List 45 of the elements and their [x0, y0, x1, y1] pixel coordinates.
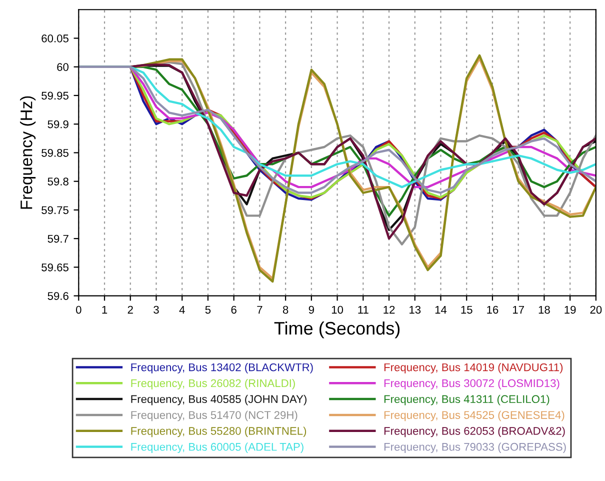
x-tick-label: 13 — [410, 306, 421, 314]
legend-label: Frequency, Bus 62053 (BROADV&2) — [384, 426, 565, 438]
x-tick-label: 9 — [308, 306, 314, 314]
y-tick-label: 59.85 — [42, 148, 68, 157]
x-tick-label: 7 — [257, 306, 262, 314]
x-axis-title: Time (Seconds) — [274, 321, 400, 338]
x-tick-label: 16 — [487, 306, 498, 314]
x-tick-label: 11 — [358, 306, 368, 314]
x-tick-label: 18 — [538, 306, 550, 314]
x-tick-label: 15 — [461, 306, 472, 314]
x-tick-label: 10 — [332, 306, 344, 314]
y-tick-label: 60 — [57, 63, 68, 71]
y-tick-label: 59.95 — [42, 92, 68, 100]
y-tick-label: 59.7 — [48, 234, 68, 243]
x-tick-label: 12 — [384, 306, 395, 314]
legend-label: Frequency, Bus 30072 (LOSMID13) — [384, 378, 560, 390]
x-tick-label: 3 — [154, 306, 159, 314]
x-tick-label: 19 — [564, 306, 576, 314]
x-tick-label: 17 — [513, 306, 524, 314]
x-tick-label: 14 — [435, 306, 447, 314]
x-tick-label: 20 — [590, 306, 602, 314]
legend-label: Frequency, Bus 40585 (JOHN DAY) — [131, 394, 306, 406]
legend-label: Frequency, Bus 60005 (ADEL TAP) — [131, 442, 304, 453]
legend-label: Frequency, Bus 79033 (GOREPASS) — [384, 442, 566, 453]
legend-label: Frequency, Bus 55280 (BRINTNEL) — [131, 426, 306, 438]
x-tick-label: 4 — [179, 306, 185, 314]
y-tick-label: 59.65 — [42, 263, 68, 272]
y-axis-title: Frequency (Hz) — [20, 96, 36, 209]
legend-label: Frequency, Bus 14019 (NAVDUG11) — [384, 363, 563, 374]
legend-label: Frequency, Bus 26082 (RINALDI) — [131, 378, 295, 390]
legend-label: Frequency, Bus 54525 (GENESEE4) — [384, 410, 564, 422]
legend-label: Frequency, Bus 13402 (BLACKWTR) — [131, 363, 313, 374]
x-tick-label: 6 — [231, 306, 236, 314]
y-tick-label: 59.8 — [48, 178, 68, 186]
legend-label: Frequency, Bus 41311 (CELILO1) — [384, 394, 550, 406]
x-tick-label: 0 — [76, 306, 82, 314]
y-tick-label: 59.6 — [48, 292, 68, 300]
y-tick-label: 59.9 — [48, 120, 68, 128]
x-tick-label: 2 — [128, 306, 133, 314]
y-tick-label: 60.05 — [42, 34, 68, 42]
x-tick-label: 8 — [282, 306, 288, 314]
x-tick-label: 5 — [205, 306, 211, 314]
legend-label: Frequency, Bus 51470 (NCT 29H) — [131, 410, 298, 422]
y-tick-label: 59.75 — [42, 206, 68, 214]
x-tick-label: 1 — [102, 306, 108, 314]
